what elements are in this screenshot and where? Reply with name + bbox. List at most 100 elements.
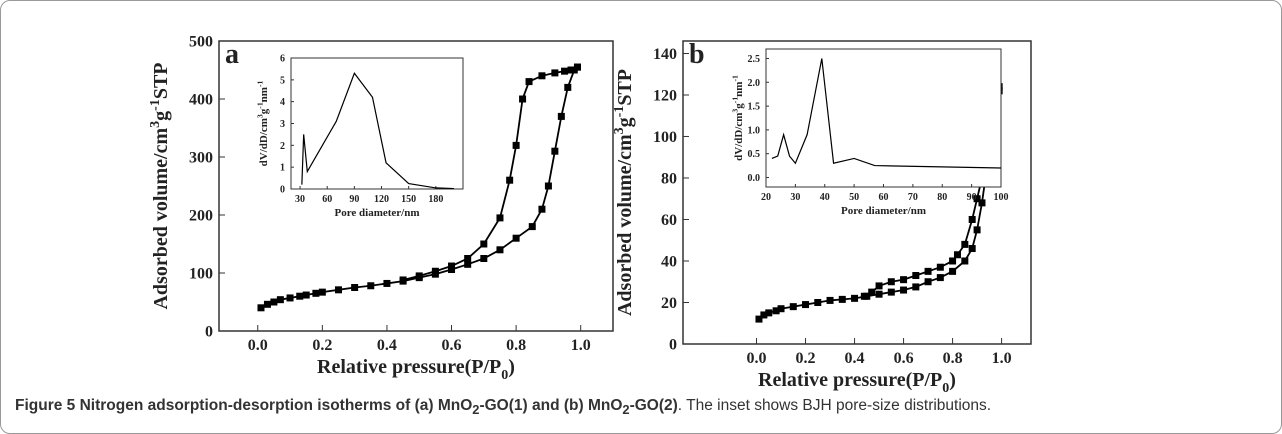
- data-point: [961, 240, 969, 248]
- x-tick-label: 30: [790, 192, 800, 203]
- data-point: [312, 289, 320, 297]
- y-tick-label: 2.0: [748, 78, 761, 89]
- label-part: Relative pressure(P/P: [317, 356, 501, 378]
- data-point: [777, 305, 785, 313]
- label-part: 3: [731, 109, 740, 113]
- x-tick-label: 0.6: [442, 337, 462, 354]
- panel-label: b: [689, 39, 705, 70]
- data-point: [544, 182, 552, 190]
- data-point: [496, 246, 504, 254]
- data-point: [557, 112, 565, 120]
- data-point: [968, 215, 976, 223]
- data-point: [900, 276, 908, 284]
- data-point: [936, 274, 944, 282]
- x-tick-label: 0.2: [312, 337, 332, 354]
- data-point: [912, 283, 920, 291]
- data-point: [912, 272, 920, 280]
- data-point: [506, 176, 514, 184]
- data-point: [875, 290, 883, 298]
- data-point: [978, 199, 986, 207]
- x-axis-label: Pore diameter/nm: [841, 205, 926, 217]
- data-point: [415, 272, 423, 280]
- y-tick-label: 20: [661, 295, 677, 312]
- data-point: [512, 141, 520, 149]
- data-point: [573, 63, 581, 71]
- y-axis-label: Adsorbed volume/cm3g-1STP: [148, 62, 172, 309]
- label-part: 0: [942, 381, 949, 393]
- label-part: g: [258, 108, 270, 114]
- data-point: [765, 309, 773, 317]
- data-point: [464, 260, 472, 268]
- y-tick-label: 40: [661, 254, 677, 271]
- x-tick-label: 180: [428, 194, 443, 205]
- data-point: [551, 147, 559, 155]
- x-tick-label: 0.0: [747, 350, 767, 367]
- x-tick-label: 90: [349, 194, 359, 205]
- plot-frame: [765, 48, 1002, 188]
- x-tick-label: 0.4: [845, 350, 865, 367]
- data-point: [772, 307, 780, 315]
- y-axis-label: dV/dD/cm3g-1nm-1: [731, 75, 745, 161]
- data-point: [838, 295, 846, 303]
- x-tick-label: 70: [908, 192, 918, 203]
- y-tick-label: 0: [669, 337, 677, 354]
- y-tick-label: 6: [280, 54, 285, 65]
- label-part: -1: [148, 99, 163, 111]
- data-point: [936, 263, 944, 271]
- data-point: [480, 255, 488, 262]
- data-point: [296, 292, 304, 300]
- data-point: [900, 286, 908, 294]
- label-part: 3: [148, 121, 163, 128]
- data-point: [953, 251, 961, 259]
- label-part: STP: [614, 69, 636, 106]
- x-tick-label: 30: [295, 194, 305, 205]
- data-point: [860, 292, 868, 300]
- x-tick-label: 0.4: [377, 337, 397, 354]
- label-part: ): [949, 369, 956, 391]
- label-part: -1: [612, 106, 627, 118]
- label-part: dV/dD/cm: [258, 118, 270, 166]
- label-part: 3: [612, 127, 627, 134]
- x-axis-label: Relative pressure(P/P0): [758, 369, 956, 393]
- x-tick-label: 50: [849, 192, 859, 203]
- data-point: [868, 288, 876, 296]
- label-part: g: [614, 117, 636, 127]
- data-point: [538, 72, 546, 80]
- data-point: [924, 278, 932, 286]
- data-point: [924, 267, 932, 275]
- caption-label: Figure 5: [15, 397, 76, 414]
- caption-title: Nitrogen adsorption-desorption isotherms…: [80, 397, 678, 417]
- y-tick-label: 500: [189, 34, 213, 51]
- data-point: [789, 303, 797, 311]
- y-tick-label: 60: [661, 212, 677, 229]
- data-point: [851, 294, 859, 302]
- label-part: dV/dD/cm: [733, 113, 745, 161]
- x-tick-label: 40: [820, 192, 830, 203]
- y-tick-label: 2.5: [748, 54, 761, 65]
- data-point: [949, 257, 957, 265]
- data-point: [367, 282, 375, 290]
- label-part: -1: [731, 75, 740, 82]
- data-point: [760, 311, 768, 319]
- data-point: [257, 304, 265, 312]
- y-tick-label: 140: [653, 46, 677, 63]
- data-point: [949, 267, 957, 275]
- y-tick-label: 400: [189, 92, 213, 109]
- y-tick-label: 0: [205, 324, 213, 341]
- label-part: Relative pressure(P/P: [758, 369, 942, 391]
- y-tick-label: 0.5: [748, 149, 761, 160]
- data-point: [512, 234, 520, 242]
- caption-text: . The inset shows BJH pore-size distribu…: [677, 397, 992, 414]
- y-axis-label: dV/dD/cm3g-1nm-1: [256, 80, 270, 166]
- x-tick-label: 60: [879, 192, 889, 203]
- x-tick-label: 0.0: [248, 337, 268, 354]
- data-point: [961, 257, 969, 265]
- y-tick-label: 0.0: [748, 173, 761, 184]
- data-point: [802, 301, 810, 309]
- label-part: Pore diameter/nm: [334, 207, 419, 219]
- data-point: [286, 294, 294, 302]
- data-point: [351, 284, 359, 291]
- y-tick-label: 2: [280, 141, 285, 152]
- x-tick-label: 0.8: [943, 350, 963, 367]
